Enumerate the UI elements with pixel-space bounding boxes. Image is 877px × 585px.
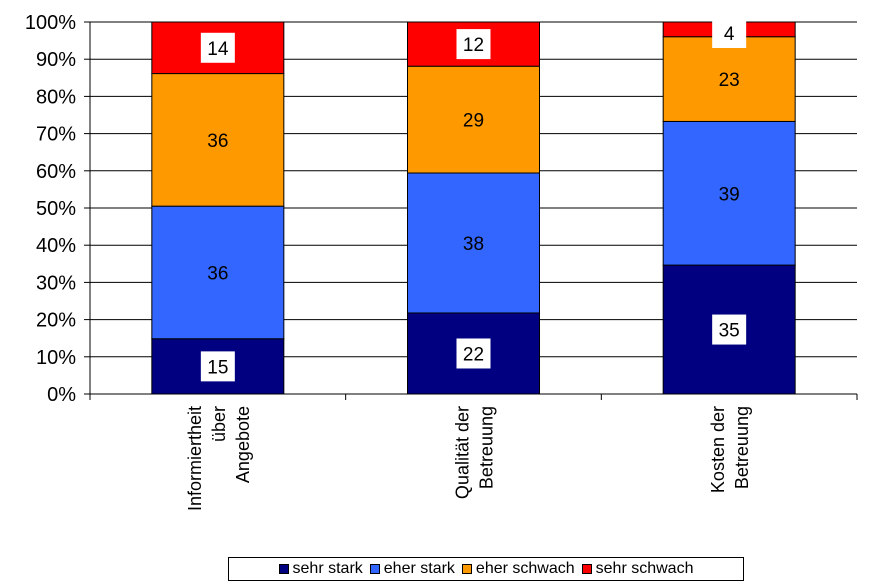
y-tick-label: 0%	[47, 384, 76, 406]
y-tick-label: 10%	[36, 347, 76, 369]
y-tick-label: 100%	[25, 12, 76, 34]
legend-item-sehr-schwach: sehr schwach	[581, 560, 694, 578]
y-tick-label: 40%	[36, 235, 76, 257]
data-label: 29	[463, 111, 484, 132]
data-label-box	[200, 32, 235, 63]
legend-label-eher-schwach: eher schwach	[475, 560, 575, 577]
data-label-box	[456, 338, 491, 369]
x-category-label-line: Kosten der	[708, 406, 728, 493]
bar-segment	[662, 36, 796, 122]
data-label-box	[456, 29, 491, 60]
data-label-box	[200, 351, 235, 382]
data-label: 39	[719, 184, 740, 205]
bar-segment	[407, 172, 540, 314]
y-tick-label: 80%	[36, 86, 76, 108]
chart-legend: sehr stark eher stark eher schwach sehr …	[228, 557, 744, 581]
data-label: 36	[207, 131, 228, 152]
legend-item-eher-stark: eher stark	[369, 560, 455, 578]
data-label: 23	[719, 70, 740, 91]
x-category-label-line: Betreuung	[477, 406, 497, 489]
legend-label-eher-stark: eher stark	[383, 560, 455, 577]
data-label: 38	[463, 234, 484, 255]
y-tick-label: 20%	[36, 310, 76, 332]
data-label: 4	[724, 24, 735, 45]
x-category-label-line: Informiertheit	[185, 406, 205, 511]
data-label: 36	[207, 263, 228, 284]
y-tick-label: 90%	[36, 49, 76, 71]
data-label: 22	[463, 344, 484, 365]
legend-swatch-eher-schwach	[461, 564, 472, 574]
legend-item-eher-schwach: eher schwach	[461, 560, 575, 578]
data-label: 15	[207, 357, 228, 378]
legend-swatch-eher-stark	[369, 564, 380, 574]
x-category-label-line: Betreuung	[732, 406, 752, 489]
x-category-label-line: Angebote	[233, 406, 253, 483]
y-tick-label: 30%	[36, 272, 76, 294]
bar-segment	[662, 120, 796, 266]
x-category-label-line: über	[209, 406, 229, 442]
legend-item-sehr-stark: sehr stark	[278, 560, 363, 578]
y-tick-label: 60%	[36, 161, 76, 183]
legend-label-sehr-schwach: sehr schwach	[595, 560, 694, 577]
data-label: 35	[719, 321, 740, 342]
x-category-label: Informiertheit über Angebote	[185, 406, 253, 511]
data-label: 12	[463, 35, 484, 56]
legend-swatch-sehr-schwach	[581, 564, 592, 574]
y-tick-label: 70%	[36, 124, 76, 146]
x-category-label-line: Qualität der	[453, 406, 473, 499]
y-tick-label: 50%	[36, 198, 76, 220]
x-category-label: Kosten der Betreuung	[708, 406, 752, 493]
bar-segment	[407, 65, 540, 174]
data-label: 14	[207, 39, 229, 60]
data-label-box	[712, 314, 747, 345]
bar-segment	[151, 73, 285, 207]
bar-segment	[151, 205, 285, 340]
x-category-label: Qualität der Betreuung	[453, 406, 497, 499]
legend-swatch-sehr-stark	[278, 564, 289, 574]
legend-label-sehr-stark: sehr stark	[292, 560, 363, 577]
data-label-box	[712, 18, 747, 48]
